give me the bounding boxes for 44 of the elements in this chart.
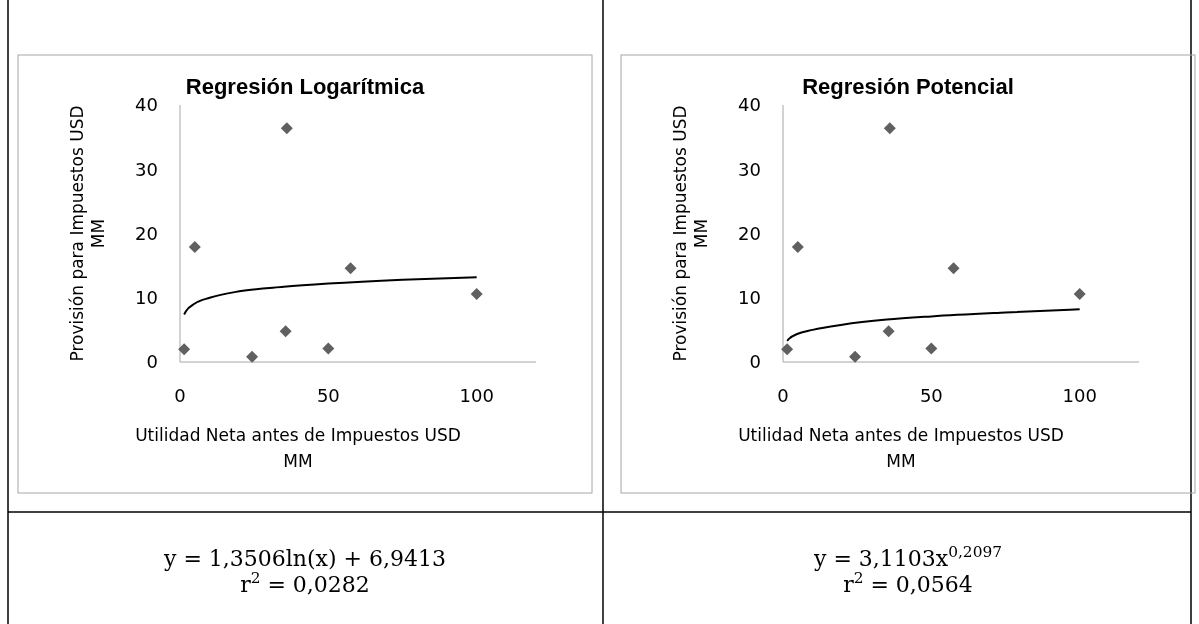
y-tick-label: 20	[738, 222, 761, 244]
point	[279, 325, 292, 338]
y-tick-label: 30	[738, 158, 761, 180]
point	[849, 350, 862, 363]
x-axis-title: Utilidad Neta antes de Impuestos USD MM	[738, 425, 1064, 472]
point	[947, 262, 960, 275]
point	[781, 343, 794, 356]
y-tick-label: 0	[146, 351, 158, 373]
y-axis-title: Provisión para Impuestos USD MM	[670, 105, 712, 362]
text: y = 3,1103x$^{0,2097}$	[812, 543, 1003, 571]
y-tick-label: 30	[135, 158, 158, 180]
y-tick-label: 10	[738, 287, 761, 309]
y-tick-label: 20	[135, 222, 158, 244]
y-tick-label: 40	[738, 94, 761, 116]
point	[882, 325, 895, 338]
chart-title: Regresión Potencial	[802, 74, 1014, 99]
y-tick-label: 0	[749, 351, 761, 373]
x-tick-label: 100	[459, 385, 494, 406]
x-tick-label: 0	[777, 385, 789, 406]
point	[246, 350, 259, 363]
text: r$^{2}$ = 0,0282	[240, 569, 370, 597]
line-series	[786, 308, 1081, 342]
point	[791, 240, 804, 253]
x-tick-label: 0	[174, 385, 186, 406]
point	[344, 262, 357, 275]
point	[1073, 287, 1086, 300]
y-tick-label: 40	[135, 94, 158, 116]
x-axis-title: Utilidad Neta antes de Impuestos USD MM	[135, 425, 461, 472]
point	[470, 287, 483, 300]
text: y = 1,3506ln(x) + 6,9413	[162, 546, 447, 571]
x-tick-label: 100	[1062, 385, 1097, 406]
point	[280, 122, 293, 135]
chart-title: Regresión Logarítmica	[185, 74, 425, 99]
x-tick-label: 50	[316, 385, 340, 406]
point	[925, 342, 938, 355]
text: r$^{2}$ = 0,0564	[843, 569, 973, 597]
point	[883, 122, 896, 135]
point	[188, 240, 201, 253]
y-axis-title: Provisión para Impuestos USD MM	[67, 105, 109, 362]
point	[178, 343, 191, 356]
x-tick-label: 50	[919, 385, 943, 406]
point	[322, 342, 335, 355]
y-tick-label: 10	[135, 287, 158, 309]
line-series	[183, 276, 478, 316]
